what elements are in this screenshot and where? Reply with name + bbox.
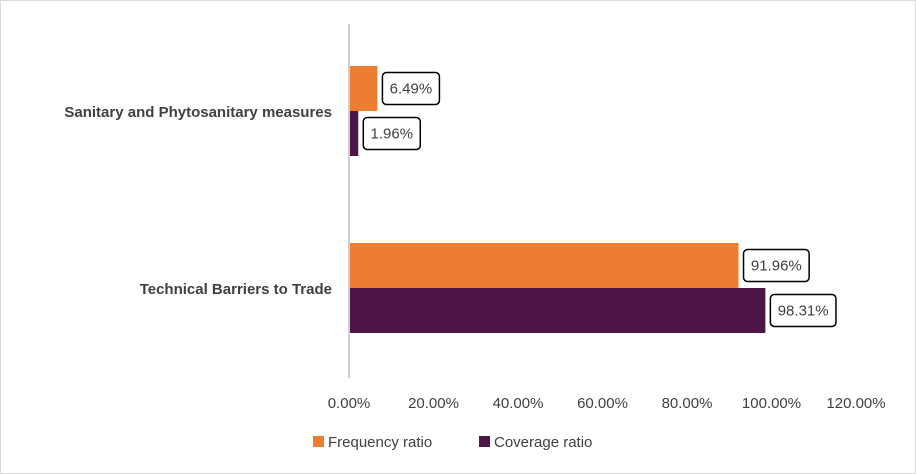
x-tick-label: 0.00% bbox=[328, 395, 371, 412]
data-label: 6.49% bbox=[390, 81, 433, 98]
data-label-box bbox=[742, 248, 810, 283]
x-tick-label: 60.00% bbox=[577, 395, 628, 412]
data-label-box bbox=[362, 116, 422, 151]
x-tick-label: 100.00% bbox=[742, 395, 801, 412]
data-label: 1.96% bbox=[371, 126, 414, 143]
legend-label: Coverage ratio bbox=[494, 434, 592, 451]
legend-label: Frequency ratio bbox=[328, 434, 432, 451]
bar-coverage-ratio bbox=[350, 111, 359, 156]
legend: Frequency ratio Coverage ratio bbox=[313, 434, 592, 451]
legend-swatch bbox=[479, 436, 490, 447]
bar-coverage-ratio bbox=[350, 288, 766, 333]
x-tick-label: 120.00% bbox=[826, 395, 885, 412]
data-label: 98.31% bbox=[778, 303, 829, 320]
legend-swatch bbox=[313, 436, 324, 447]
bar-frequency-ratio bbox=[350, 243, 739, 288]
bar-frequency-ratio bbox=[350, 66, 378, 111]
category-label: Sanitary and Phytosanitary measures bbox=[64, 104, 332, 121]
x-tick-label: 40.00% bbox=[493, 395, 544, 412]
data-label-box bbox=[381, 71, 441, 106]
bars-group bbox=[350, 66, 766, 333]
data-labels: 6.49% 1.96% 91.96% 98.31% bbox=[362, 71, 837, 328]
x-tick-label: 80.00% bbox=[662, 395, 713, 412]
data-label-box bbox=[769, 293, 837, 328]
category-label: Technical Barriers to Trade bbox=[140, 281, 332, 298]
data-label: 91.96% bbox=[751, 258, 802, 275]
x-tick-labels: 0.00% 20.00% 40.00% 60.00% 80.00% 100.00% 120.… bbox=[328, 395, 886, 412]
x-tick-label: 20.00% bbox=[408, 395, 459, 412]
category-labels: Sanitary and Phytosanitary measures Techn… bbox=[64, 104, 332, 298]
